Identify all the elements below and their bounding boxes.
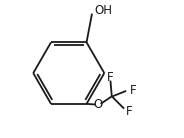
Text: F: F — [130, 84, 136, 97]
Text: F: F — [107, 71, 114, 84]
Text: OH: OH — [95, 4, 113, 17]
Text: O: O — [93, 98, 103, 111]
Text: F: F — [125, 105, 132, 118]
